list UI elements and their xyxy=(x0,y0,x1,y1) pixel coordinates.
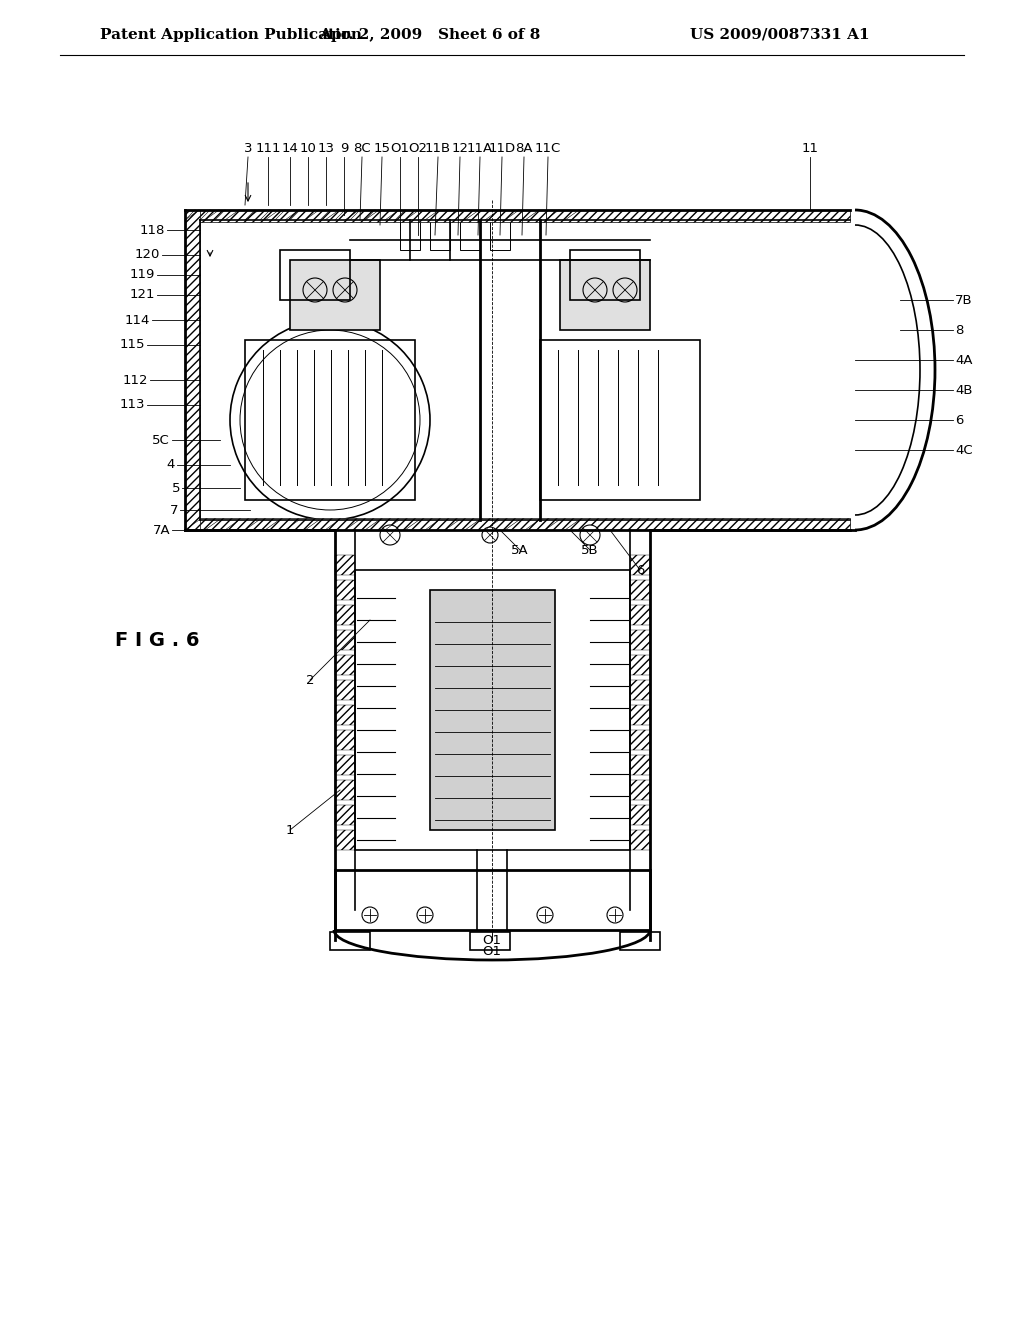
Circle shape xyxy=(607,907,623,923)
Bar xyxy=(400,220,420,249)
Circle shape xyxy=(417,907,433,923)
Text: 111: 111 xyxy=(255,143,281,154)
Text: 3: 3 xyxy=(244,143,252,154)
Text: 4: 4 xyxy=(167,458,175,471)
Bar xyxy=(560,260,650,330)
Polygon shape xyxy=(185,517,850,531)
Text: 8C: 8C xyxy=(353,143,371,154)
Text: US 2009/0087331 A1: US 2009/0087331 A1 xyxy=(690,28,869,42)
Text: 5A: 5A xyxy=(511,544,528,557)
Text: 4B: 4B xyxy=(955,384,973,396)
Circle shape xyxy=(537,907,553,923)
Text: 119: 119 xyxy=(130,268,155,281)
Text: 5: 5 xyxy=(171,482,180,495)
Bar xyxy=(620,932,660,950)
Bar xyxy=(570,249,640,300)
Text: 11C: 11C xyxy=(535,143,561,154)
Bar xyxy=(290,260,380,330)
Text: 11: 11 xyxy=(802,143,818,154)
Text: 11D: 11D xyxy=(488,143,515,154)
Text: 6: 6 xyxy=(955,413,964,426)
Text: 114: 114 xyxy=(125,314,150,326)
Circle shape xyxy=(362,907,378,923)
Text: O2: O2 xyxy=(409,143,427,154)
Text: 9: 9 xyxy=(340,143,348,154)
Text: 11B: 11B xyxy=(425,143,451,154)
Text: 5C: 5C xyxy=(153,433,170,446)
Text: 115: 115 xyxy=(120,338,145,351)
Text: 1: 1 xyxy=(286,824,294,837)
Text: 120: 120 xyxy=(134,248,160,261)
Bar xyxy=(490,220,510,249)
Bar xyxy=(335,870,650,931)
Circle shape xyxy=(380,525,400,545)
Text: 7B: 7B xyxy=(955,293,973,306)
Circle shape xyxy=(580,525,600,545)
Text: 13: 13 xyxy=(317,143,335,154)
Text: 7A: 7A xyxy=(153,524,170,536)
Bar xyxy=(430,590,555,830)
Text: 4A: 4A xyxy=(955,354,973,367)
Text: 15: 15 xyxy=(374,143,390,154)
Bar xyxy=(330,932,370,950)
Polygon shape xyxy=(185,210,850,222)
Bar xyxy=(430,220,450,249)
Text: 112: 112 xyxy=(123,374,148,387)
Bar xyxy=(280,249,350,300)
Bar xyxy=(540,341,700,500)
Text: 7: 7 xyxy=(170,503,178,516)
Text: 6: 6 xyxy=(636,564,644,577)
Polygon shape xyxy=(185,210,200,531)
Text: 5B: 5B xyxy=(582,544,599,557)
Text: O1: O1 xyxy=(482,945,502,958)
Bar xyxy=(460,220,480,249)
Text: 14: 14 xyxy=(282,143,298,154)
Text: 121: 121 xyxy=(129,289,155,301)
Text: 4C: 4C xyxy=(955,444,973,457)
Text: 8: 8 xyxy=(955,323,964,337)
Text: 2: 2 xyxy=(306,673,314,686)
Bar xyxy=(355,570,630,850)
Bar xyxy=(245,341,415,500)
Text: O1: O1 xyxy=(390,143,410,154)
Text: 8A: 8A xyxy=(515,143,532,154)
Text: O1: O1 xyxy=(482,933,502,946)
Text: 12: 12 xyxy=(452,143,469,154)
Text: Apr. 2, 2009   Sheet 6 of 8: Apr. 2, 2009 Sheet 6 of 8 xyxy=(319,28,541,42)
Text: 10: 10 xyxy=(300,143,316,154)
Text: 113: 113 xyxy=(120,399,145,412)
Text: 11A: 11A xyxy=(467,143,494,154)
Text: F I G . 6: F I G . 6 xyxy=(115,631,200,649)
Text: Patent Application Publication: Patent Application Publication xyxy=(100,28,362,42)
Bar xyxy=(470,932,510,950)
Circle shape xyxy=(482,527,498,543)
Text: 118: 118 xyxy=(139,223,165,236)
